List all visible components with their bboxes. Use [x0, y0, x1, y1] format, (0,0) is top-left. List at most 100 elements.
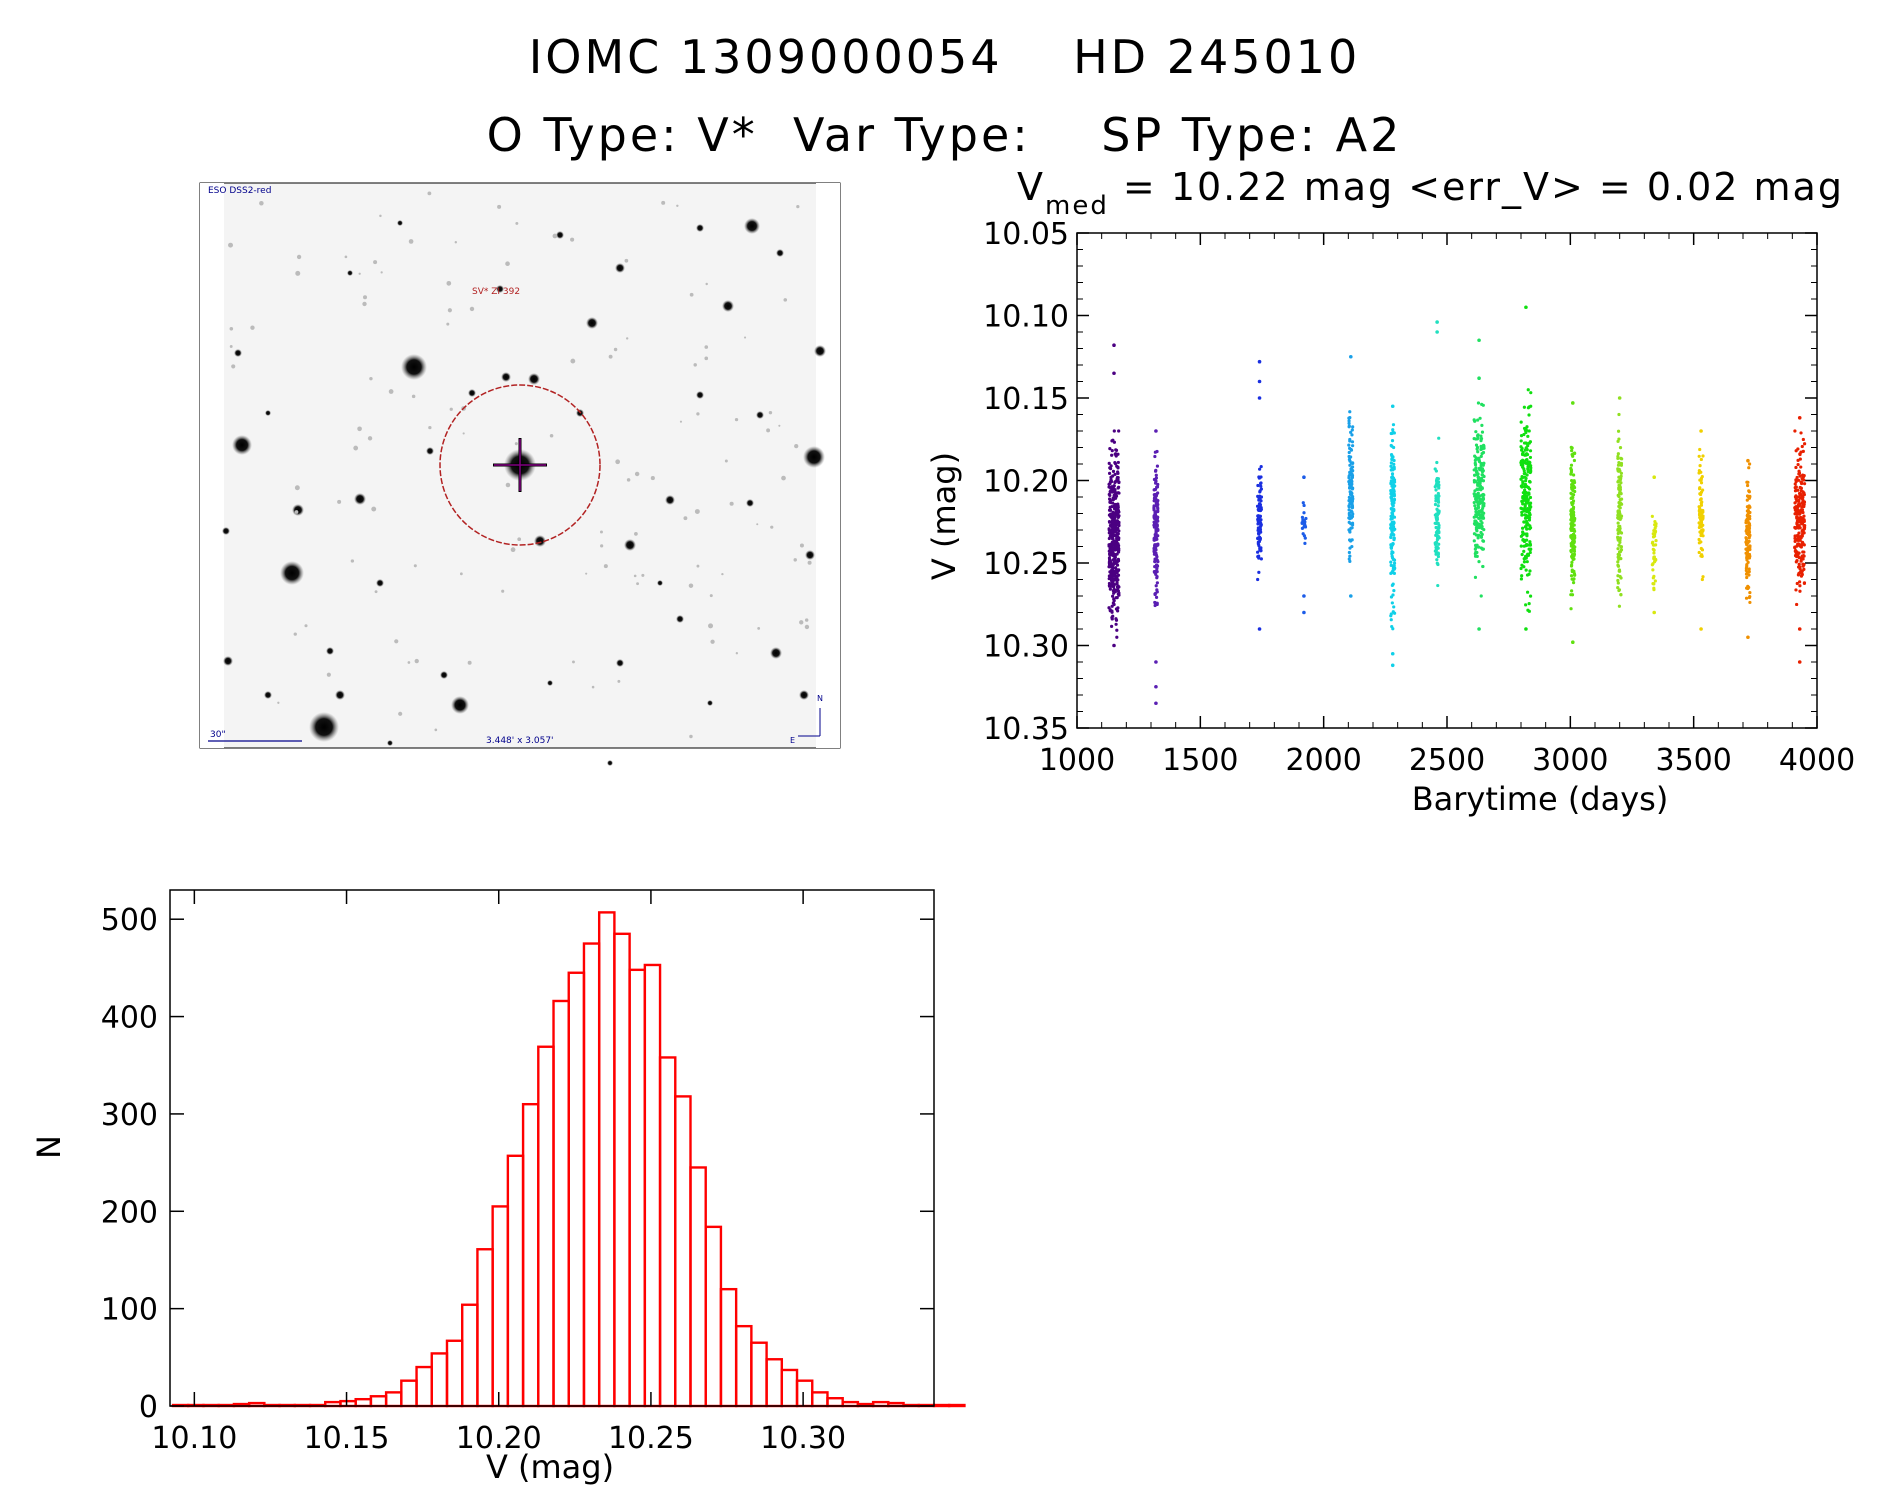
lc-x-tick-label: 1000: [1039, 743, 1115, 778]
finder-speck: [447, 308, 452, 313]
lc-point: [1802, 500, 1807, 504]
lc-point-outlier: [1349, 594, 1353, 598]
lc-point: [1480, 501, 1484, 505]
lc-point: [1699, 540, 1703, 544]
lc-point: [1571, 499, 1576, 503]
lc-point: [1256, 494, 1260, 498]
lc-point: [1700, 517, 1704, 521]
lc-point: [1617, 460, 1621, 465]
lc-point: [1155, 485, 1159, 489]
lc-point: [1652, 534, 1657, 538]
lc-point: [1525, 560, 1529, 564]
hist-bar: [719, 1287, 738, 1408]
lc-point: [1652, 586, 1656, 590]
lc-point: [1650, 514, 1654, 518]
lc-point: [1797, 562, 1801, 566]
lc-point: [1392, 561, 1397, 565]
finder-star: [264, 691, 272, 699]
lc-point: [1350, 503, 1354, 507]
finder-speck: [721, 572, 724, 576]
hist-y-tick-label: 400: [101, 1001, 158, 1036]
lc-point: [1745, 558, 1749, 562]
lc-point: [1793, 429, 1797, 433]
lc-point: [1154, 591, 1158, 595]
lc-point: [1570, 560, 1574, 564]
lc-point: [1475, 445, 1480, 450]
finder-speck: [428, 425, 432, 430]
finder-speck: [250, 325, 255, 330]
lc-point: [1476, 491, 1480, 495]
lc-point: [1519, 566, 1523, 571]
lc-point: [1301, 518, 1305, 522]
lc-point: [1116, 559, 1121, 563]
lc-point-outlier: [1571, 401, 1575, 405]
hist-bar: [826, 1397, 844, 1408]
lc-series-14: [1793, 416, 1807, 664]
hist-bar: [537, 1045, 555, 1408]
lc-point: [1152, 477, 1157, 482]
lc-point-outlier: [1302, 594, 1306, 598]
finder-star: [616, 659, 624, 667]
lc-x-tick-label: 1500: [1162, 743, 1238, 778]
lc-point: [1616, 493, 1620, 497]
finder-star: [451, 696, 469, 714]
hist-bar: [491, 1205, 510, 1408]
lc-point: [1524, 483, 1528, 487]
finder-star: [387, 740, 393, 746]
lc-point: [1528, 449, 1533, 453]
lc-point: [1389, 461, 1393, 465]
finder-star: [280, 561, 304, 585]
lc-point: [1113, 514, 1117, 518]
lc-point: [1519, 420, 1523, 424]
lc-point: [1348, 410, 1352, 414]
lc-point: [1107, 485, 1111, 489]
lc-point: [1116, 465, 1120, 469]
lc-point: [1522, 432, 1526, 437]
lc-point: [1115, 563, 1120, 567]
lc-point: [1474, 545, 1478, 549]
lc-point: [1347, 474, 1351, 478]
lc-point: [1617, 588, 1622, 592]
lc-point-outlier: [1257, 359, 1262, 364]
lc-point: [1258, 525, 1262, 529]
lc-point-outlier: [1699, 627, 1703, 631]
lc-point: [1797, 472, 1801, 476]
lc-point: [1747, 556, 1751, 560]
finder-speck: [407, 661, 411, 664]
lc-point-outlier: [1154, 429, 1158, 433]
lc-point: [1392, 536, 1396, 540]
lc-point: [1526, 608, 1530, 612]
lc-point: [1520, 446, 1524, 451]
finder-star: [534, 535, 546, 547]
lc-point: [1475, 529, 1479, 533]
lc-point: [1794, 510, 1798, 514]
lc-point: [1301, 532, 1305, 536]
finder-speck: [807, 560, 812, 565]
hist-bar: [613, 932, 631, 1408]
lc-point: [1433, 521, 1437, 525]
lc-point-outlier: [1154, 684, 1158, 689]
lc-point: [1525, 425, 1529, 429]
lc-point: [1527, 602, 1531, 606]
lc-point: [1112, 504, 1116, 508]
lc-point: [1392, 589, 1396, 593]
lc-point: [1617, 479, 1621, 483]
finder-speck: [585, 572, 588, 575]
lc-point: [1117, 510, 1121, 514]
lc-point: [1259, 464, 1263, 469]
lc-point: [1301, 501, 1305, 505]
finder-speck: [357, 426, 362, 432]
finder-speck: [599, 530, 603, 534]
lc-point: [1474, 430, 1478, 434]
lc-point: [1436, 554, 1441, 559]
lc-point: [1113, 553, 1117, 558]
lc-point: [1436, 497, 1440, 501]
lc-point: [1793, 482, 1797, 486]
lc-point: [1108, 513, 1112, 517]
lc-point: [1112, 440, 1116, 444]
lc-point: [1699, 470, 1703, 474]
lc-point: [1801, 449, 1805, 454]
lc-point: [1114, 622, 1118, 626]
lc-point: [1350, 487, 1355, 491]
lc-point: [1349, 481, 1353, 485]
